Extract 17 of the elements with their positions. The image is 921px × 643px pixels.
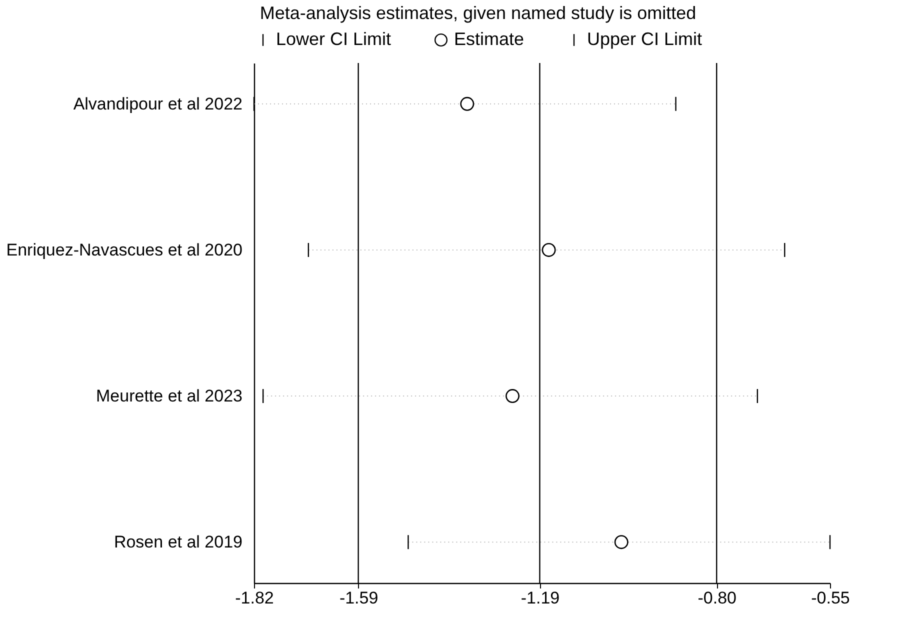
x-tick-label: -1.82 xyxy=(235,588,274,608)
y-tick-label: Alvandipour et al 2022 xyxy=(73,94,242,114)
x-tick-label: -0.55 xyxy=(811,588,850,608)
point xyxy=(614,535,628,550)
x-tick-label: -1.59 xyxy=(339,588,378,608)
point xyxy=(460,96,474,111)
point xyxy=(542,243,556,257)
point xyxy=(506,389,520,403)
x-tick-label: -0.80 xyxy=(698,588,736,608)
y-tick-label: Enriquez-Navascues et al 2020 xyxy=(6,240,242,260)
chart-title: Meta-analysis estimates, given named study is omitted xyxy=(260,3,696,23)
text: Lower CI Limit xyxy=(276,29,392,49)
legend-label: Estimate xyxy=(454,29,524,49)
text: Upper CI Limit xyxy=(587,29,702,49)
y-tick-label: Meurette et al 2023 xyxy=(96,386,242,406)
x-tick-label: -1.19 xyxy=(520,588,560,608)
y-tick-label: Rosen et al 2019 xyxy=(114,532,242,552)
